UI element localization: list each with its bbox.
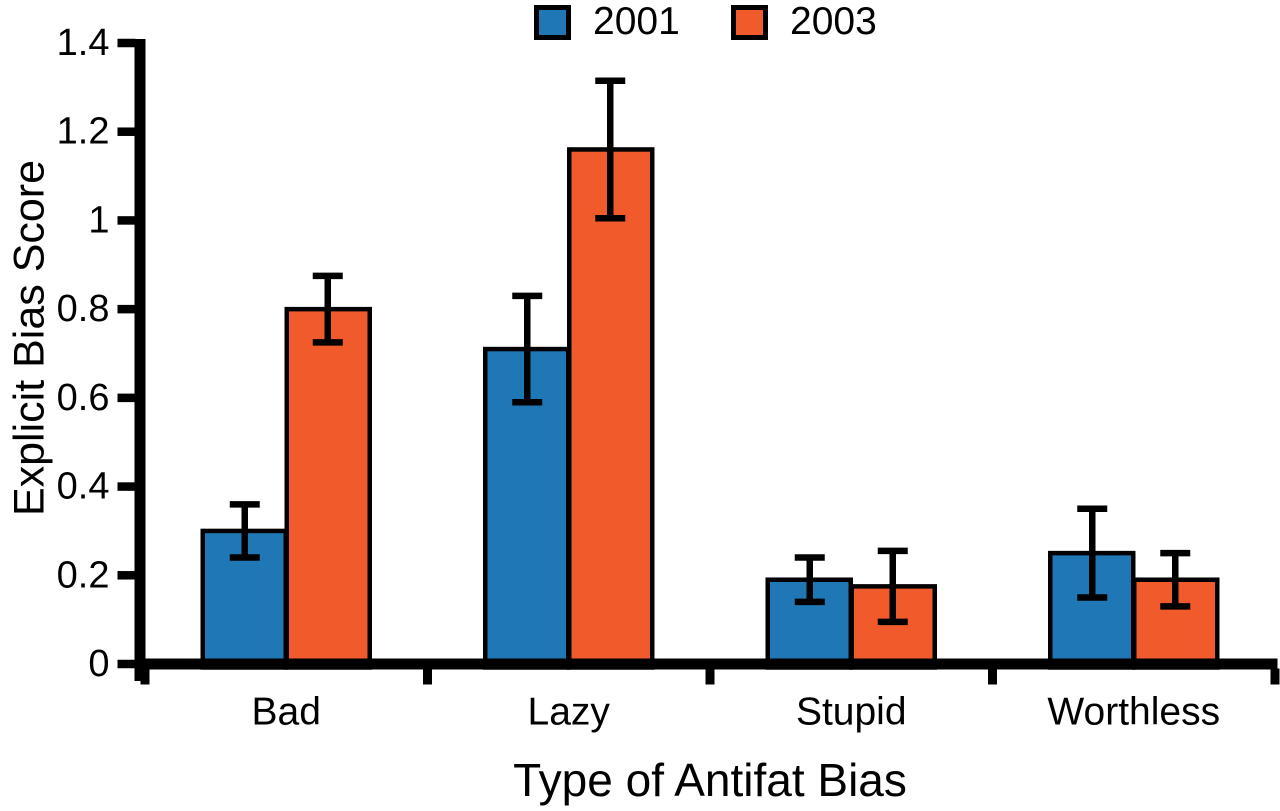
- y-tick-label: 1.2: [57, 111, 110, 153]
- y-tick: [117, 38, 136, 48]
- bar-2003-lazy: [567, 147, 655, 670]
- y-tick-label: 0.8: [57, 288, 110, 330]
- y-tick-label: 1.4: [57, 22, 110, 64]
- legend-swatch-2001: [534, 4, 571, 40]
- x-tick: [705, 668, 715, 685]
- x-tick: [140, 668, 150, 685]
- bar-2003-stupid: [849, 584, 937, 670]
- y-tick: [117, 216, 136, 225]
- y-axis-line: [134, 39, 146, 681]
- category-label-bad: Bad: [252, 691, 321, 734]
- y-tick: [117, 571, 136, 580]
- legend-swatch-2003: [731, 4, 768, 40]
- legend-item-2001: 2001: [534, 2, 680, 42]
- y-tick-label: 0: [88, 643, 109, 685]
- x-axis-line: [142, 658, 1278, 670]
- legend-label-2003: 2003: [790, 0, 877, 43]
- x-axis-title: Type of Antifat Bias: [513, 754, 907, 806]
- y-tick: [117, 482, 136, 491]
- y-tick-label: 0.4: [57, 466, 110, 508]
- y-tick-label: 1: [88, 199, 109, 241]
- category-label-stupid: Stupid: [796, 691, 907, 734]
- y-tick: [117, 304, 136, 314]
- category-label-lazy: Lazy: [528, 691, 611, 734]
- legend-item-2003: 2003: [731, 2, 877, 42]
- y-tick-label: 0.2: [57, 554, 110, 596]
- y-tick: [117, 127, 136, 136]
- y-tick-label: 0.6: [57, 377, 110, 419]
- x-tick: [423, 668, 432, 685]
- y-tick: [117, 393, 136, 403]
- y-tick: [117, 659, 136, 669]
- category-label-worthless: Worthless: [1047, 691, 1220, 734]
- x-tick: [1270, 668, 1280, 685]
- legend-label-2001: 2001: [593, 0, 680, 43]
- bar-2003-bad: [284, 306, 372, 670]
- x-tick: [988, 668, 997, 685]
- y-axis-title: Explicit Bias Score: [5, 159, 54, 517]
